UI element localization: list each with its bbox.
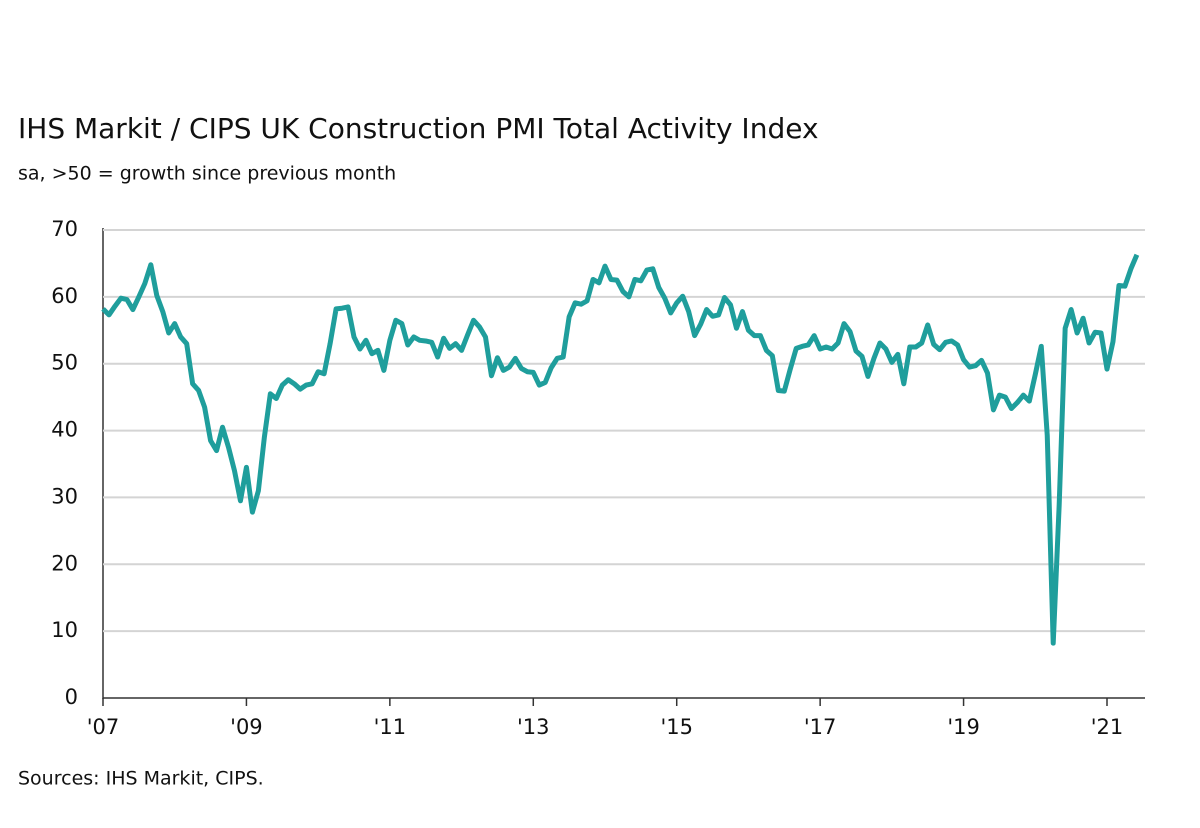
y-tick-label: 60: [51, 284, 78, 308]
y-tick-label: 20: [51, 551, 78, 575]
x-tick-label: '19: [947, 715, 980, 739]
y-tick-label: 0: [65, 685, 78, 709]
data-line: [101, 253, 1140, 646]
y-tick-label: 30: [51, 484, 78, 508]
y-tick-label: 10: [51, 618, 78, 642]
x-tick-label: '21: [1091, 715, 1124, 739]
x-tick-label: '11: [374, 715, 407, 739]
x-tick-label: '09: [230, 715, 263, 739]
source-note: Sources: IHS Markit, CIPS.: [18, 768, 264, 790]
x-tick-label: '13: [517, 715, 550, 739]
x-tick-label: '17: [804, 715, 837, 739]
chart-title: IHS Markit / CIPS UK Construction PMI To…: [18, 112, 819, 145]
y-tick-label: 50: [51, 351, 78, 375]
x-tick-label: '15: [660, 715, 693, 739]
y-tick-label: 40: [51, 418, 78, 442]
y-tick-label: 70: [51, 217, 78, 241]
x-tick-label: '07: [87, 715, 120, 739]
chart-subtitle: sa, >50 = growth since previous month: [18, 163, 396, 185]
